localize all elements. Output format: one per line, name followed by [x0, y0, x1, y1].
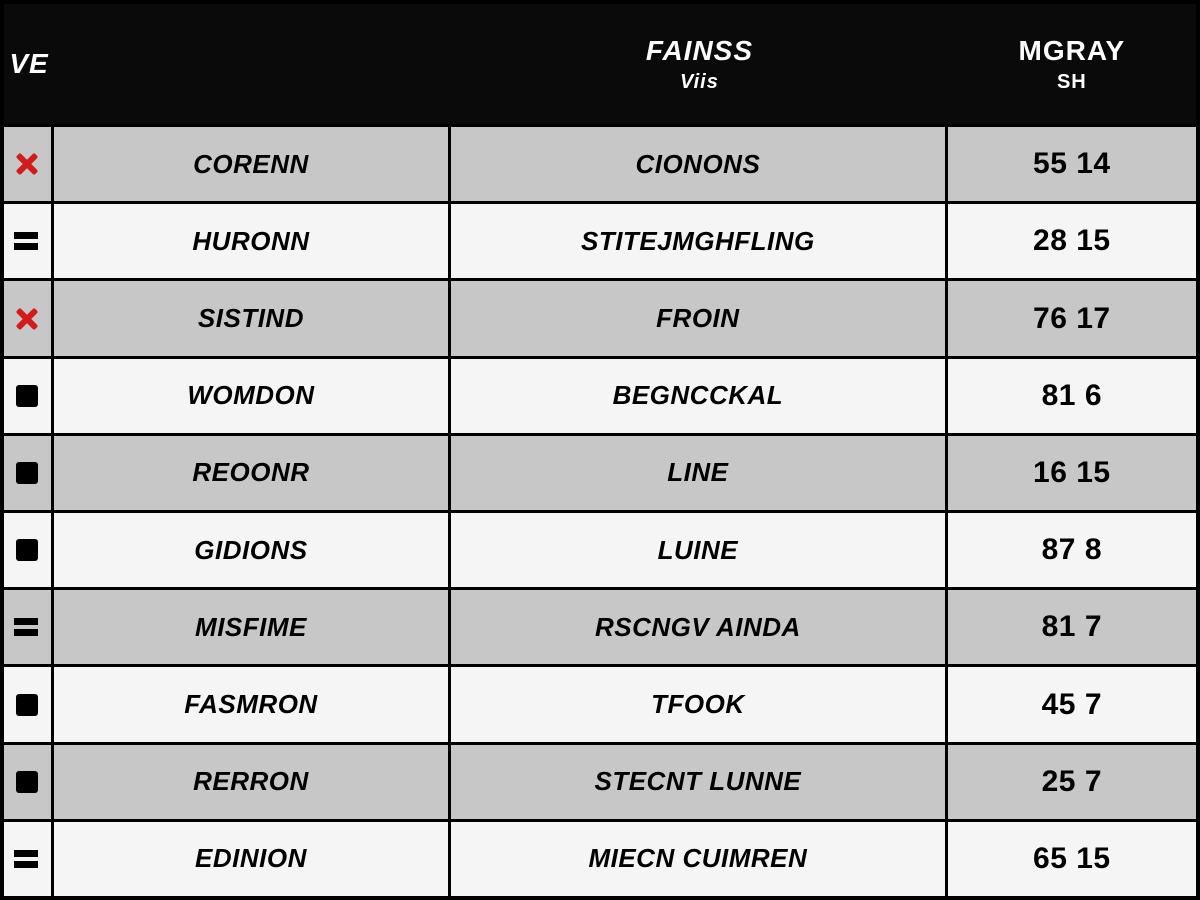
x-red-icon — [14, 151, 40, 177]
row-name: GIDIONS — [54, 513, 451, 587]
table-row: WOMDONBEGNCCKAL81 6 — [4, 356, 1196, 433]
row-name: CORENN — [54, 127, 451, 201]
bar-black-icon — [14, 614, 40, 640]
header-label-icon: VE — [9, 48, 48, 80]
row-name: EDINION — [54, 822, 451, 896]
row-mgray: 55 14 — [948, 127, 1196, 201]
header-sublabel-mgray: SH — [1057, 71, 1087, 94]
table-row: CORENNCIONONS55 14 — [4, 124, 1196, 201]
row-mgray: 81 7 — [948, 590, 1196, 664]
table-row: RERRONSTECNT LUNNE25 7 — [4, 742, 1196, 819]
row-icon-cell — [4, 745, 54, 819]
x-red-icon — [14, 306, 40, 332]
row-fainss: MIECN CUIMREN — [451, 822, 948, 896]
row-mgray: 45 7 — [948, 667, 1196, 741]
row-icon-cell — [4, 513, 54, 587]
row-fainss: RSCNGV AINDA — [451, 590, 948, 664]
table-row: EDINIONMIECN CUIMREN65 15 — [4, 819, 1196, 896]
row-icon-cell — [4, 590, 54, 664]
row-mgray: 28 15 — [948, 204, 1196, 278]
row-fainss: LUINE — [451, 513, 948, 587]
row-name: HURONN — [54, 204, 451, 278]
row-name: WOMDON — [54, 359, 451, 433]
bar-black-icon — [14, 846, 40, 872]
table-row: GIDIONSLUINE87 8 — [4, 510, 1196, 587]
table-row: HURONNSTITEJMGHFLING28 15 — [4, 201, 1196, 278]
row-mgray: 16 15 — [948, 436, 1196, 510]
row-name: RERRON — [54, 745, 451, 819]
row-name: REOONR — [54, 436, 451, 510]
table-body: CORENNCIONONS55 14HURONNSTITEJMGHFLING28… — [4, 124, 1196, 896]
blk-icon — [16, 694, 38, 716]
row-icon-cell — [4, 359, 54, 433]
row-fainss: BEGNCCKAL — [451, 359, 948, 433]
row-icon-cell — [4, 204, 54, 278]
header-col-name — [54, 4, 451, 124]
row-mgray: 76 17 — [948, 281, 1196, 355]
header-col-mgray: MGRAY SH — [948, 4, 1196, 124]
blk-icon — [16, 462, 38, 484]
row-fainss: TFOOK — [451, 667, 948, 741]
header-col-fainss: FAINSS Viis — [451, 4, 947, 124]
header-label-fainss: FAINSS — [646, 35, 753, 67]
row-fainss: LINE — [451, 436, 948, 510]
row-name: FASMRON — [54, 667, 451, 741]
row-icon-cell — [4, 667, 54, 741]
row-mgray: 65 15 — [948, 822, 1196, 896]
row-name: MISFIME — [54, 590, 451, 664]
row-fainss: STITEJMGHFLING — [451, 204, 948, 278]
blk-icon — [16, 385, 38, 407]
table-row: FASMRONTFOOK45 7 — [4, 664, 1196, 741]
table-header: VE FAINSS Viis MGRAY SH — [4, 4, 1196, 124]
row-icon-cell — [4, 822, 54, 896]
row-fainss: STECNT LUNNE — [451, 745, 948, 819]
row-icon-cell — [4, 281, 54, 355]
row-fainss: FROIN — [451, 281, 948, 355]
table-row: REOONRLINE16 15 — [4, 433, 1196, 510]
blk-icon — [16, 771, 38, 793]
row-icon-cell — [4, 436, 54, 510]
row-fainss: CIONONS — [451, 127, 948, 201]
table-row: MISFIMERSCNGV AINDA81 7 — [4, 587, 1196, 664]
row-mgray: 25 7 — [948, 745, 1196, 819]
header-sublabel-fainss: Viis — [680, 71, 719, 94]
row-mgray: 81 6 — [948, 359, 1196, 433]
table-row: SISTINDFROIN76 17 — [4, 278, 1196, 355]
standings-table: VE FAINSS Viis MGRAY SH CORENNCIONONS55 … — [0, 0, 1200, 900]
bar-black-icon — [14, 228, 40, 254]
row-name: SISTIND — [54, 281, 451, 355]
row-mgray: 87 8 — [948, 513, 1196, 587]
blk-icon — [16, 539, 38, 561]
row-icon-cell — [4, 127, 54, 201]
header-col-icon: VE — [4, 4, 54, 124]
header-label-mgray: MGRAY — [1019, 35, 1126, 67]
